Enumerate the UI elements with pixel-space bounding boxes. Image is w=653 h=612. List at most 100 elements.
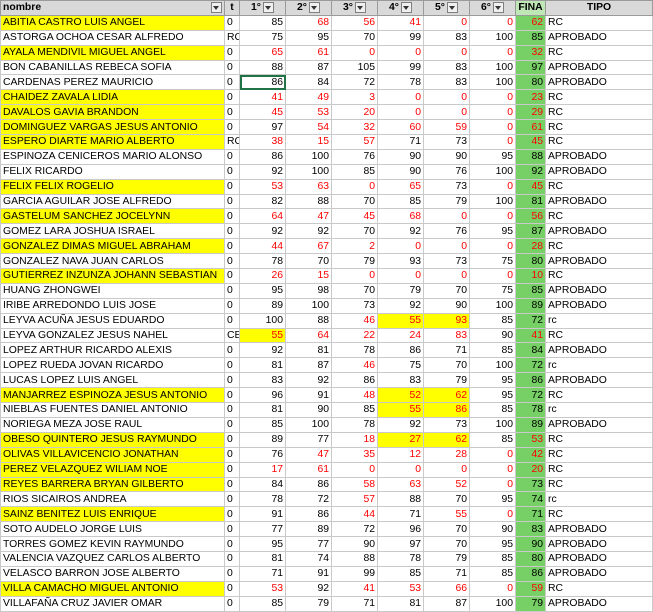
final-grade-cell[interactable]: 88 bbox=[515, 148, 546, 165]
status-t-cell[interactable]: 0 bbox=[224, 238, 240, 255]
status-t-cell[interactable]: 0 bbox=[224, 208, 240, 225]
final-grade-cell[interactable]: 45 bbox=[515, 134, 546, 150]
student-name-cell[interactable]: IRIBE ARREDONDO LUIS JOSE bbox=[0, 297, 225, 314]
status-t-cell[interactable]: 0 bbox=[224, 44, 240, 61]
grade-cell-3[interactable]: 41 bbox=[331, 580, 378, 597]
filter-dropdown-icon[interactable] bbox=[400, 2, 412, 14]
tipo-cell[interactable]: APROBADO bbox=[545, 521, 653, 538]
grade-cell-2[interactable]: 63 bbox=[285, 178, 332, 195]
grade-cell-6[interactable]: 85 bbox=[469, 565, 516, 582]
final-grade-cell[interactable]: 97 bbox=[515, 59, 546, 76]
grade-cell-1[interactable]: 78 bbox=[239, 253, 286, 270]
status-t-cell[interactable]: 0 bbox=[224, 178, 240, 195]
status-t-cell[interactable]: 0 bbox=[224, 372, 240, 389]
grade-cell-2[interactable]: 100 bbox=[285, 163, 332, 180]
student-name-cell[interactable]: FELIX RICARDO bbox=[0, 163, 225, 180]
grade-cell-3[interactable]: 79 bbox=[331, 253, 378, 270]
grade-cell-2[interactable]: 89 bbox=[285, 521, 332, 538]
grade-cell-3[interactable]: 90 bbox=[331, 536, 378, 552]
grade-cell-2[interactable]: 61 bbox=[285, 44, 332, 61]
grade-cell-5[interactable]: 62 bbox=[423, 387, 470, 404]
grade-cell-6[interactable]: 0 bbox=[469, 476, 516, 493]
status-t-cell[interactable]: 0 bbox=[224, 446, 240, 463]
status-t-cell[interactable]: 0 bbox=[224, 193, 240, 210]
tipo-cell[interactable]: APROBADO bbox=[545, 59, 653, 76]
status-t-cell[interactable]: 0 bbox=[224, 89, 240, 106]
grade-cell-6[interactable]: 95 bbox=[469, 536, 516, 552]
grade-cell-6[interactable]: 0 bbox=[469, 506, 516, 523]
grade-cell-3[interactable]: 2 bbox=[331, 238, 378, 255]
final-grade-cell[interactable]: 56 bbox=[515, 208, 546, 225]
grade-cell-4[interactable]: 63 bbox=[377, 476, 424, 493]
grade-cell-2[interactable]: 92 bbox=[285, 580, 332, 597]
grade-cell-6[interactable]: 100 bbox=[469, 29, 516, 46]
grade-cell-3[interactable]: 0 bbox=[331, 268, 378, 284]
tipo-cell[interactable]: RC bbox=[545, 238, 653, 255]
grade-cell-1[interactable]: 41 bbox=[239, 89, 286, 106]
grade-cell-4[interactable]: 41 bbox=[377, 14, 424, 31]
grade-cell-4[interactable]: 0 bbox=[377, 104, 424, 121]
student-name-cell[interactable]: GONZALEZ DIMAS MIGUEL ABRAHAM bbox=[0, 238, 225, 255]
grade-cell-4[interactable]: 83 bbox=[377, 372, 424, 389]
grade-cell-1[interactable]: 89 bbox=[239, 431, 286, 448]
tipo-cell[interactable]: RC bbox=[545, 387, 653, 404]
status-t-cell[interactable]: 0 bbox=[224, 416, 240, 433]
tipo-cell[interactable]: APROBADO bbox=[545, 372, 653, 389]
tipo-cell[interactable]: rc bbox=[545, 491, 653, 508]
grade-cell-3[interactable]: 71 bbox=[331, 595, 378, 612]
grade-cell-4[interactable]: 85 bbox=[377, 565, 424, 582]
student-name-cell[interactable]: NIEBLAS FUENTES DANIEL ANTONIO bbox=[0, 402, 225, 418]
student-name-cell[interactable]: VELASCO BARRON JOSE ALBERTO bbox=[0, 565, 225, 582]
grade-cell-4[interactable]: 78 bbox=[377, 550, 424, 567]
grade-cell-3[interactable]: 3 bbox=[331, 89, 378, 106]
grade-cell-5[interactable]: 90 bbox=[423, 148, 470, 165]
grade-cell-5[interactable]: 76 bbox=[423, 223, 470, 240]
student-name-cell[interactable]: SOTO AUDELO JORGE LUIS bbox=[0, 521, 225, 538]
grade-cell-4[interactable]: 0 bbox=[377, 238, 424, 255]
grade-cell-2[interactable]: 70 bbox=[285, 253, 332, 270]
final-grade-cell[interactable]: 83 bbox=[515, 521, 546, 538]
final-grade-cell[interactable]: 92 bbox=[515, 163, 546, 180]
student-name-cell[interactable]: DOMINGUEZ VARGAS JESUS ANTONIO bbox=[0, 119, 225, 136]
grade-cell-5[interactable]: 79 bbox=[423, 550, 470, 567]
filter-dropdown-icon[interactable] bbox=[262, 2, 274, 14]
grade-cell-4[interactable]: 0 bbox=[377, 89, 424, 106]
grade-cell-3[interactable]: 72 bbox=[331, 521, 378, 538]
student-name-cell[interactable]: VILLAFAÑA CRUZ JAVIER OMAR bbox=[0, 595, 225, 612]
grade-cell-1[interactable]: 96 bbox=[239, 387, 286, 404]
grade-cell-3[interactable]: 35 bbox=[331, 446, 378, 463]
status-t-cell[interactable]: 0 bbox=[224, 491, 240, 508]
grade-cell-4[interactable]: 90 bbox=[377, 163, 424, 180]
final-grade-cell[interactable]: 59 bbox=[515, 580, 546, 597]
grade-cell-5[interactable]: 52 bbox=[423, 476, 470, 493]
tipo-cell[interactable]: APROBADO bbox=[545, 253, 653, 270]
final-grade-cell[interactable]: 85 bbox=[515, 282, 546, 299]
grade-cell-3[interactable]: 0 bbox=[331, 44, 378, 61]
grade-cell-5[interactable]: 73 bbox=[423, 134, 470, 150]
grade-cell-3[interactable]: 99 bbox=[331, 565, 378, 582]
grade-cell-4[interactable]: 93 bbox=[377, 253, 424, 270]
grade-cell-1[interactable]: 17 bbox=[239, 461, 286, 478]
grade-cell-4[interactable]: 68 bbox=[377, 208, 424, 225]
student-name-cell[interactable]: AYALA MENDIVIL MIGUEL ANGEL bbox=[0, 44, 225, 61]
grade-cell-5[interactable]: 87 bbox=[423, 595, 470, 612]
grade-cell-3[interactable]: 70 bbox=[331, 223, 378, 240]
final-grade-cell[interactable]: 62 bbox=[515, 14, 546, 31]
student-name-cell[interactable]: GUTIERREZ INZUNZA JOHANN SEBASTIAN bbox=[0, 268, 225, 284]
final-grade-cell[interactable]: 90 bbox=[515, 536, 546, 552]
tipo-cell[interactable]: RC bbox=[545, 268, 653, 284]
final-grade-cell[interactable]: 89 bbox=[515, 416, 546, 433]
status-t-cell[interactable]: CE bbox=[224, 327, 240, 344]
status-t-cell[interactable]: 0 bbox=[224, 59, 240, 76]
grade-cell-1[interactable]: 86 bbox=[239, 74, 286, 91]
grade-cell-2[interactable]: 49 bbox=[285, 89, 332, 106]
grade-cell-6[interactable]: 95 bbox=[469, 491, 516, 508]
status-t-cell[interactable]: 0 bbox=[224, 476, 240, 493]
grade-cell-6[interactable]: 0 bbox=[469, 14, 516, 31]
student-name-cell[interactable]: REYES BARRERA BRYAN GILBERTO bbox=[0, 476, 225, 493]
grade-cell-6[interactable]: 100 bbox=[469, 416, 516, 433]
status-t-cell[interactable]: 0 bbox=[224, 357, 240, 374]
tipo-cell[interactable]: RC bbox=[545, 178, 653, 195]
header-nombre[interactable]: nombre bbox=[0, 0, 225, 16]
final-grade-cell[interactable]: 20 bbox=[515, 461, 546, 478]
